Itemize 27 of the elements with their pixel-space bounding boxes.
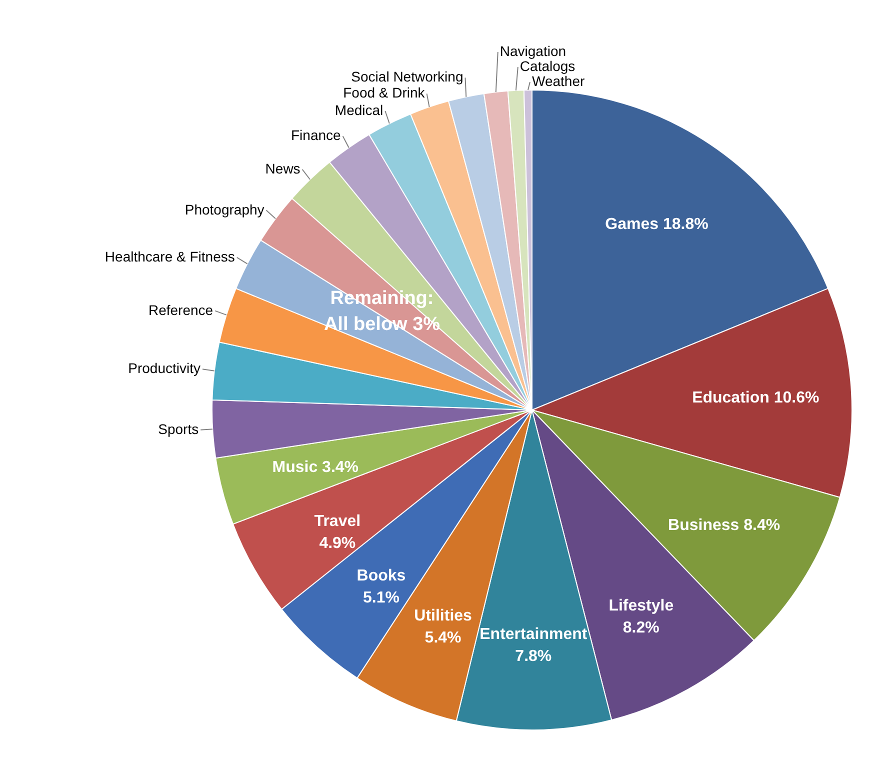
slice-label: Books [356,568,406,585]
data-label: 5.1% [363,590,400,607]
slice-label: Photography [184,201,264,218]
slice-label: Education 10.6% [692,389,820,406]
slice-label: Lifestyle [608,598,674,615]
slice-label: Medical [334,102,384,118]
slice-label: Sports [158,420,199,437]
slice-label: Food & Drink [343,84,426,101]
slice-label: Games 18.8% [605,216,708,233]
data-label: 5.4% [424,630,462,647]
slice-label: Entertainment [480,626,588,643]
slice-label: Healthcare & Fitness [104,248,235,264]
slice-label: Music 3.4% [272,459,359,476]
data-label: 4.9% [319,534,356,552]
data-label: 8.2% [622,620,660,637]
slice-label: News [265,160,300,176]
slice-label: Travel [314,512,361,530]
slice-label: Social Networking [351,68,464,85]
slice-label: Navigation [500,43,566,59]
slice-label: Reference [148,302,214,318]
slice-label: Productivity [128,360,201,376]
slice-label: Finance [290,127,342,144]
slice-label: Business 8.4% [668,517,780,534]
slice-label: Utilities [414,608,472,625]
slice-label: Catalogs [520,58,576,74]
slice-label: Weather [532,73,585,89]
data-label: 7.8% [515,648,552,665]
